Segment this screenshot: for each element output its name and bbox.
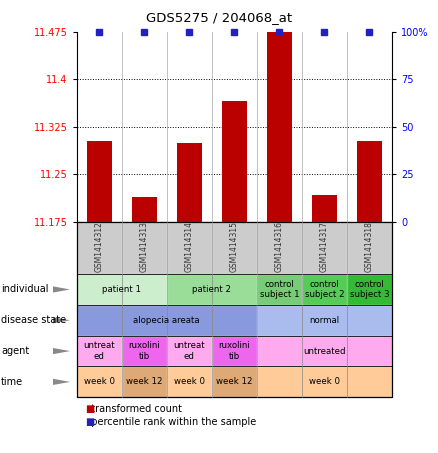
Text: GSM1414314: GSM1414314 — [185, 221, 194, 272]
Bar — [312, 195, 337, 222]
Text: GDS5275 / 204068_at: GDS5275 / 204068_at — [146, 11, 292, 24]
Bar — [357, 141, 382, 222]
Text: percentile rank within the sample: percentile rank within the sample — [85, 417, 257, 427]
Text: GSM1414315: GSM1414315 — [230, 221, 239, 272]
Bar — [132, 197, 157, 222]
Text: week 0: week 0 — [174, 377, 205, 386]
Polygon shape — [53, 317, 70, 323]
Text: GSM1414316: GSM1414316 — [275, 221, 284, 272]
Polygon shape — [53, 348, 70, 354]
Text: time: time — [1, 377, 23, 387]
Bar — [87, 141, 112, 222]
Bar — [222, 101, 247, 222]
Text: disease state: disease state — [1, 315, 66, 325]
Text: control
subject 1: control subject 1 — [260, 280, 299, 299]
Text: week 12: week 12 — [216, 377, 253, 386]
Text: ruxolini
tib: ruxolini tib — [128, 342, 160, 361]
Text: ruxolini
tib: ruxolini tib — [219, 342, 250, 361]
Text: normal: normal — [309, 316, 339, 325]
Polygon shape — [53, 286, 70, 293]
Text: ■: ■ — [85, 404, 95, 414]
Text: individual: individual — [1, 284, 48, 294]
Bar — [267, 32, 292, 222]
Bar — [177, 143, 201, 222]
Text: transformed count: transformed count — [85, 404, 182, 414]
Text: GSM1414318: GSM1414318 — [365, 221, 374, 272]
Text: untreat
ed: untreat ed — [83, 342, 115, 361]
Text: control
subject 2: control subject 2 — [304, 280, 344, 299]
Text: control
subject 3: control subject 3 — [350, 280, 389, 299]
Text: patient 2: patient 2 — [192, 285, 231, 294]
Text: GSM1414313: GSM1414313 — [140, 221, 149, 272]
Polygon shape — [53, 379, 70, 385]
Text: GSM1414317: GSM1414317 — [320, 221, 329, 272]
Text: patient 1: patient 1 — [102, 285, 141, 294]
Text: week 0: week 0 — [309, 377, 340, 386]
Text: agent: agent — [1, 346, 29, 356]
Text: GSM1414312: GSM1414312 — [95, 221, 104, 272]
Text: untreated: untreated — [303, 347, 346, 356]
Text: untreat
ed: untreat ed — [173, 342, 205, 361]
Text: week 0: week 0 — [84, 377, 115, 386]
Text: week 12: week 12 — [126, 377, 162, 386]
Text: alopecia areata: alopecia areata — [134, 316, 200, 325]
Text: ■: ■ — [85, 417, 95, 427]
